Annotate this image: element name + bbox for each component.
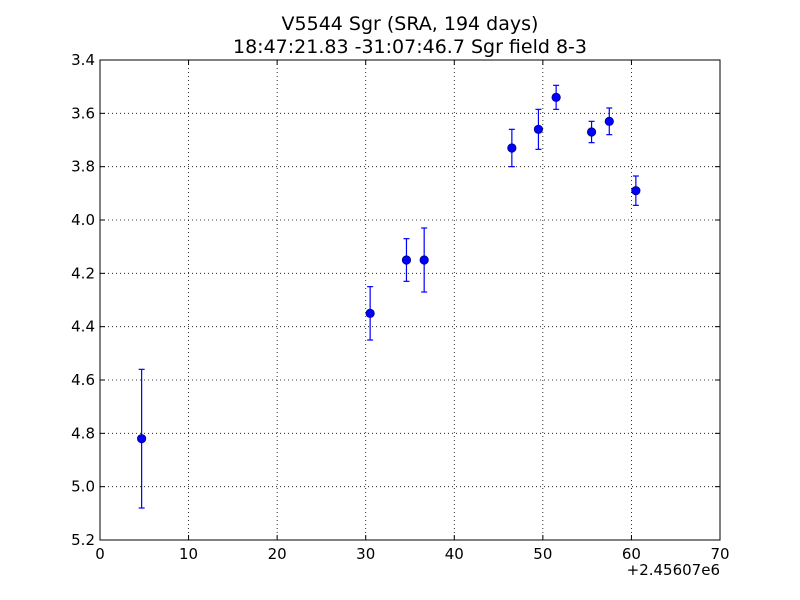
plot-frame: [99, 59, 721, 541]
point-marker: [551, 92, 561, 102]
x-tick-label: 60: [622, 545, 641, 563]
x-offset-label: +2.45607e6: [627, 561, 720, 579]
chart-subtitle: 18:47:21.83 -31:07:46.7 Sgr field 8-3: [233, 36, 587, 58]
point-marker: [586, 127, 597, 137]
grid: [100, 60, 720, 540]
y-tick-label: 3.6: [71, 104, 95, 122]
x-tick-label: 30: [356, 545, 375, 563]
point-marker: [533, 124, 544, 134]
chart-title: V5544 Sgr (SRA, 194 days): [282, 13, 539, 35]
x-tick-label: 50: [533, 545, 552, 563]
x-tick-label: 20: [268, 545, 287, 563]
data-point: [533, 108, 544, 150]
data-point: [137, 368, 147, 509]
data-point: [551, 84, 561, 110]
data-point: [507, 128, 517, 168]
y-tick-label: 3.8: [71, 158, 95, 176]
y-tick-label: 3.4: [71, 51, 95, 69]
point-marker: [401, 255, 412, 265]
y-tick-label: 4.4: [71, 318, 95, 336]
x-tick-label: 10: [179, 545, 198, 563]
data-point: [419, 227, 429, 293]
point-marker: [631, 186, 641, 196]
point-marker: [507, 143, 517, 153]
data-point: [401, 238, 412, 282]
point-marker: [604, 116, 614, 126]
data-point: [631, 175, 641, 206]
y-tick-label: 5.2: [71, 531, 95, 549]
x-tick-labels: 0 10 20 30 40 50 60 70: [95, 545, 729, 563]
x-tick-label: 70: [710, 545, 729, 563]
y-tick-label: 4.0: [71, 211, 95, 229]
point-marker: [419, 255, 429, 265]
point-marker: [137, 434, 147, 444]
y-tick-label: 5.0: [71, 478, 95, 496]
data-point: [365, 286, 375, 341]
y-tick-labels: 3.4 3.6 3.8 4.0 4.2 4.4 4.6 4.8 5.0 5.2: [71, 51, 95, 549]
x-tick-label: 40: [445, 545, 464, 563]
data-point: [604, 107, 614, 136]
y-tick-label: 4.6: [71, 371, 95, 389]
data-points: [137, 84, 641, 509]
y-tick-label: 4.2: [71, 264, 95, 282]
axis-ticks: [99, 59, 721, 541]
x-tick-label: 0: [95, 545, 105, 563]
data-point: [586, 120, 597, 144]
point-marker: [365, 308, 375, 318]
y-tick-label: 4.8: [71, 424, 95, 442]
